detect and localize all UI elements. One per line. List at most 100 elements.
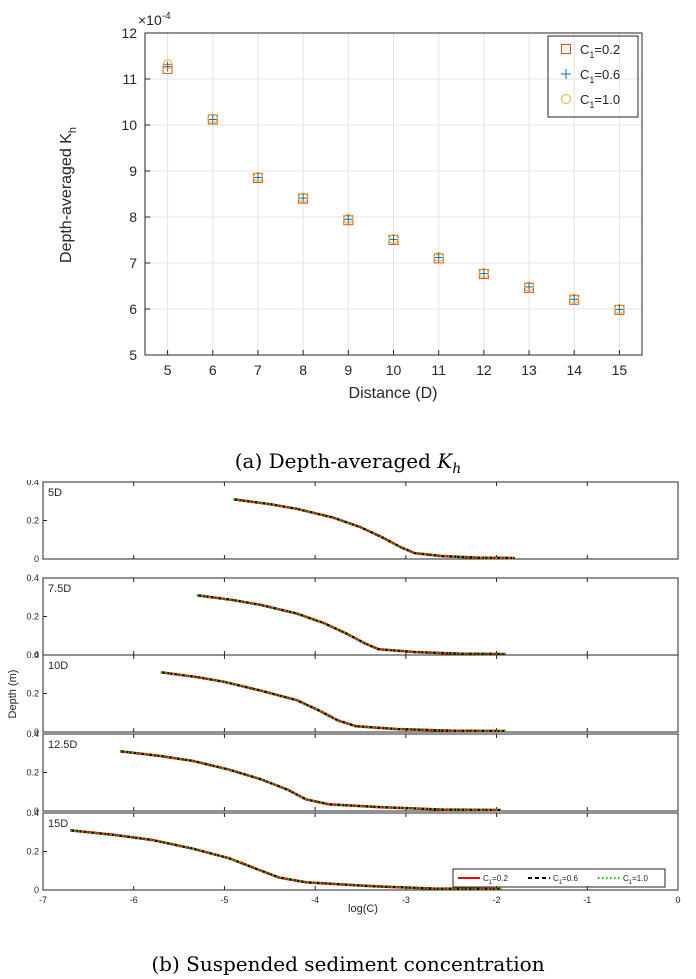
legend-box-a bbox=[547, 35, 639, 118]
legend-label-b: C1=1.0 bbox=[623, 874, 648, 886]
x-tick-label-b: -3 bbox=[402, 895, 410, 905]
x-tick-label-b: 0 bbox=[675, 895, 680, 905]
profile-line-5D-s2 bbox=[233, 498, 515, 559]
legend-b: C1=0.2 C1=0.6 C1=1.0 bbox=[452, 868, 666, 888]
profile-line-5D-s0 bbox=[233, 498, 515, 560]
y-tick-label-a: 12 bbox=[121, 25, 137, 41]
panel-label: 12.5D bbox=[48, 739, 77, 751]
x-tick-label-b: -5 bbox=[220, 895, 228, 905]
x-tick-label-a: 8 bbox=[299, 362, 307, 378]
x-tick-label-a: 15 bbox=[612, 362, 628, 378]
legend-box-b bbox=[452, 868, 666, 888]
y-tick-label-b: 0.2 bbox=[26, 768, 39, 778]
legend-a: C1=0.2 C1=0.6 C1=1.0 bbox=[547, 35, 639, 118]
profile-line-7.5D-s2 bbox=[197, 594, 506, 655]
x-tick-label-b: -2 bbox=[493, 895, 501, 905]
markers-a bbox=[162, 59, 625, 315]
legend-label-a: C1=1.0 bbox=[580, 92, 620, 110]
x-axis-label-a: Distance (D) bbox=[349, 385, 438, 402]
y-tick-label-a: 10 bbox=[121, 117, 137, 133]
data-point-a-s2 bbox=[524, 281, 535, 292]
data-point-a-s2 bbox=[433, 252, 444, 263]
y-tick-label-a: 7 bbox=[129, 255, 137, 271]
x-tick-label-a: 14 bbox=[566, 362, 582, 378]
panel-5D: 0 0.2 0.4 5D bbox=[26, 480, 679, 564]
x-ticks-b: -7 -6 -5 -4 -3 -2 -1 0 bbox=[39, 895, 681, 905]
y-tick-label-b: 0.2 bbox=[26, 689, 39, 699]
data-point-a-s1 bbox=[478, 268, 489, 279]
panel-10D: 0 0.2 0.4 10D bbox=[26, 650, 679, 737]
x-axis-label-b: log(C) bbox=[348, 903, 378, 915]
panel-12.5D: 0 0.2 0.4 12.5D bbox=[26, 729, 679, 816]
legend-marker-a bbox=[561, 69, 571, 79]
legend-label-b: C1=0.2 bbox=[483, 874, 508, 886]
x-ticks-a: 5 6 7 8 9 10 11 12 13 14 15 bbox=[164, 350, 628, 378]
profile-line-5D-s1 bbox=[233, 498, 515, 559]
legend-label-a: C1=0.6 bbox=[580, 67, 620, 85]
y-tick-label-b: 0.4 bbox=[26, 808, 39, 818]
data-point-a-s1 bbox=[298, 193, 309, 204]
x-tick-label-a: 9 bbox=[344, 362, 352, 378]
y-tick-label-a: 5 bbox=[129, 347, 137, 363]
panel-frame bbox=[42, 812, 679, 891]
grid-a bbox=[145, 32, 642, 356]
data-point-a-s1 bbox=[388, 234, 399, 245]
y-tick-label-a: 6 bbox=[129, 301, 137, 317]
panel-label: 5D bbox=[48, 487, 62, 499]
data-point-a-s1 bbox=[569, 294, 580, 305]
caption-a: (a) Depth-averaged Kh bbox=[235, 449, 462, 477]
data-point-a-s1 bbox=[252, 172, 263, 183]
y-multiplier: ×10-4 bbox=[138, 11, 171, 28]
legend-marker-a bbox=[561, 44, 571, 54]
data-point-a-s2 bbox=[207, 113, 218, 124]
profile-line-12.5D-s1 bbox=[119, 750, 502, 811]
y-tick-label-b: 0.4 bbox=[26, 650, 39, 660]
chart-a: 5 6 7 8 9 10 11 12 13 14 15 5 6 7 8 9 10 11 12 ×10-4 Dist… bbox=[58, 11, 643, 477]
panel-frame bbox=[42, 481, 679, 560]
panel-label: 7.5D bbox=[48, 583, 71, 595]
x-tick-label-b: -1 bbox=[583, 895, 591, 905]
profile-line-7.5D-s0 bbox=[197, 594, 506, 656]
y-tick-label-b: 0 bbox=[34, 806, 39, 816]
y-tick-label-b: 0.2 bbox=[26, 847, 39, 857]
y-tick-label-b: 0 bbox=[34, 885, 39, 895]
x-tick-label-b: -6 bbox=[130, 895, 138, 905]
profile-line-10D-s0 bbox=[160, 671, 506, 733]
x-tick-label-a: 11 bbox=[431, 362, 446, 378]
y-tick-label-b: 0 bbox=[34, 727, 39, 737]
caption-b: (b) Suspended sediment concentration bbox=[151, 952, 544, 976]
x-tick-label-b: -4 bbox=[311, 895, 319, 905]
y-tick-label-b: 0 bbox=[34, 650, 39, 660]
chart-b: 0 0.2 0.4 5D 0 0.2 0.4 7.5D 0 0.2 0.4 10D 0 0.2 0.4 12.… bbox=[7, 480, 681, 976]
profile-line-12.5D-s2 bbox=[119, 750, 502, 811]
panel-label: 10D bbox=[48, 660, 68, 672]
profile-line-7.5D-s1 bbox=[197, 594, 506, 655]
y-tick-label-b: 0.2 bbox=[26, 612, 39, 622]
y-tick-label-b: 0.2 bbox=[26, 516, 39, 526]
panel-15D: 0 0.2 0.4 15D bbox=[26, 808, 679, 895]
data-point-a-s2 bbox=[298, 192, 309, 203]
data-point-a-s2 bbox=[252, 171, 263, 182]
y-tick-label-b: 0.4 bbox=[26, 729, 39, 739]
data-point-a-s1 bbox=[524, 281, 535, 292]
data-point-a-s1 bbox=[433, 252, 444, 263]
panel-frame bbox=[42, 733, 679, 812]
y-tick-label-a: 8 bbox=[129, 209, 137, 225]
x-tick-label-a: 5 bbox=[164, 362, 172, 378]
panel-frame bbox=[42, 654, 679, 733]
y-axis-label-a: Depth-averaged Kh bbox=[58, 127, 79, 263]
data-point-a-s2 bbox=[614, 304, 625, 314]
y-tick-label-a: 9 bbox=[129, 163, 137, 179]
x-tick-label-a: 10 bbox=[386, 362, 402, 378]
x-tick-label-a: 6 bbox=[209, 362, 217, 378]
data-point-a-s1 bbox=[614, 304, 625, 315]
panel-frame bbox=[42, 577, 679, 656]
data-point-a-s1 bbox=[162, 61, 173, 72]
profile-line-15D-s2 bbox=[70, 829, 502, 890]
profile-line-15D-s1 bbox=[70, 829, 502, 890]
panel-label: 15D bbox=[48, 818, 68, 830]
legend-label-b: C1=0.6 bbox=[553, 874, 578, 886]
data-point-a-s2 bbox=[388, 234, 399, 245]
y-axis-label-b: Depth (m) bbox=[7, 670, 19, 719]
data-point-a-s2 bbox=[569, 293, 580, 304]
